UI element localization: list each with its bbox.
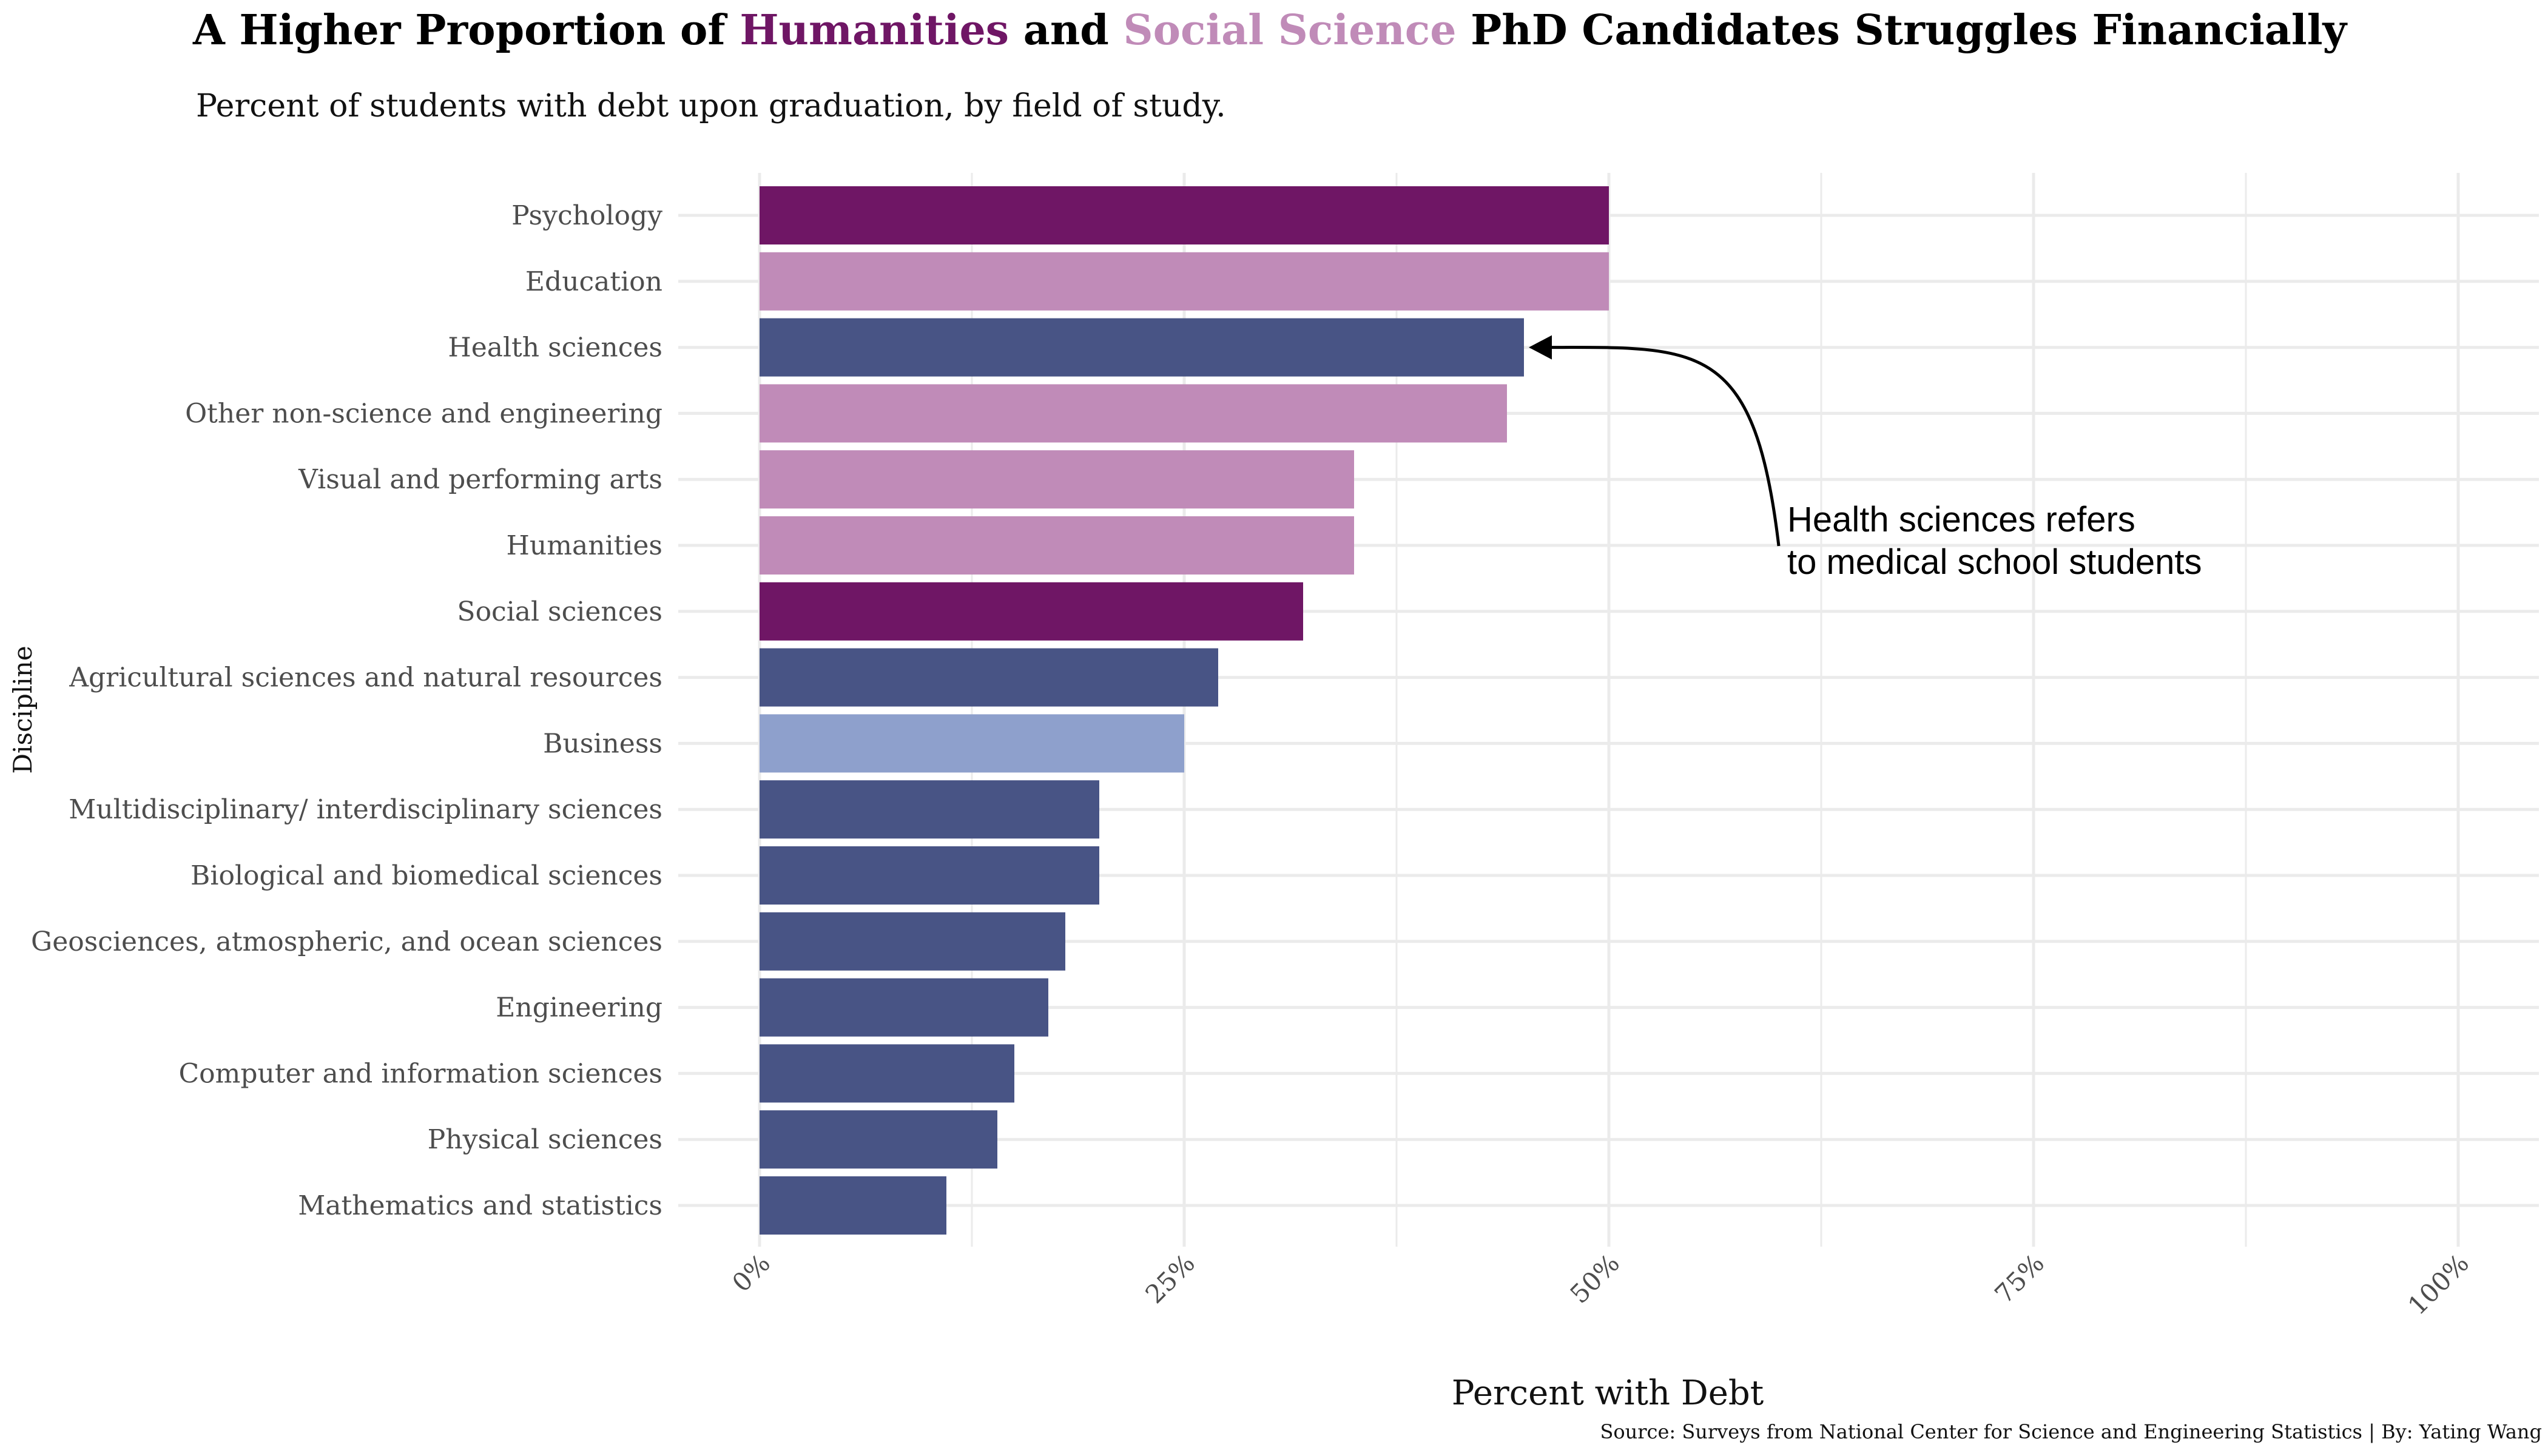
title-humanities: Humanities	[740, 6, 1009, 55]
y-axis-title: Discipline	[8, 645, 38, 774]
bar	[760, 648, 1218, 707]
y-tick-label: Geosciences, atmospheric, and ocean scie…	[31, 926, 662, 957]
bar	[760, 1176, 946, 1235]
y-tick-label: Health sciences	[448, 332, 662, 363]
bar	[760, 252, 1609, 311]
x-tick-label: 100%	[2402, 1248, 2475, 1321]
source-caption: Source: Surveys from National Center for…	[1600, 1420, 2542, 1443]
y-tick-label: Humanities	[507, 530, 662, 561]
bar	[760, 384, 1507, 443]
chart-subtitle: Percent of students with debt upon gradu…	[196, 88, 1226, 124]
x-tick-label: 75%	[1989, 1248, 2050, 1309]
bar	[760, 582, 1303, 641]
bar	[760, 846, 1099, 905]
y-tick-label: Education	[525, 266, 662, 297]
title-part-2: and	[1009, 6, 1124, 55]
bar	[760, 450, 1354, 509]
y-tick-labels: Psychology Education Health sciences Other …	[31, 200, 662, 1221]
x-tick-label: 25%	[1139, 1248, 1201, 1309]
bar	[760, 912, 1065, 971]
title-part-1: A Higher Proportion of	[193, 6, 740, 55]
chart-title: A Higher Proportion of Humanities and So…	[193, 1, 2498, 59]
bar	[760, 186, 1609, 244]
annotation: Health sciences refers to medical school…	[1529, 335, 2202, 582]
annotation-line-2: to medical school students	[1787, 542, 2202, 582]
bar	[760, 1110, 997, 1169]
x-tick-labels: 0% 25% 50% 75% 100%	[726, 1248, 2475, 1321]
y-tick-label: Computer and information sciences	[178, 1058, 662, 1089]
x-axis-title: Percent with Debt	[1452, 1373, 1764, 1413]
y-tick-label: Multidisciplinary/ interdisciplinary sci…	[69, 794, 662, 825]
bar	[760, 714, 1184, 773]
y-tick-label: Business	[543, 728, 662, 759]
x-tick-label: 50%	[1564, 1248, 1625, 1309]
annotation-line-1: Health sciences refers	[1787, 500, 2135, 539]
y-tick-label: Visual and performing arts	[298, 464, 662, 495]
y-tick-label: Psychology	[511, 200, 662, 231]
y-tick-label: Other non-science and engineering	[185, 398, 662, 429]
bars	[760, 186, 1609, 1235]
annotation-arrow	[1546, 346, 1781, 547]
bar	[760, 978, 1048, 1037]
y-tick-label: Biological and biomedical sciences	[190, 860, 662, 891]
y-tick-label: Social sciences	[457, 596, 662, 627]
bar	[760, 516, 1354, 575]
bar	[760, 1044, 1014, 1103]
title-social-science: Social Science	[1123, 6, 1457, 55]
bar	[760, 318, 1524, 377]
bar	[760, 780, 1099, 839]
y-tick-label: Physical sciences	[428, 1124, 662, 1155]
y-tick-label: Agricultural sciences and natural resour…	[69, 662, 662, 693]
y-tick-label: Engineering	[496, 993, 662, 1023]
annotation-arrowhead	[1529, 335, 1552, 360]
y-tick-label: Mathematics and statistics	[298, 1190, 662, 1221]
x-tick-label: 0%	[726, 1248, 776, 1298]
title-part-3: PhD Candidates Struggles Financially	[1456, 6, 2347, 55]
